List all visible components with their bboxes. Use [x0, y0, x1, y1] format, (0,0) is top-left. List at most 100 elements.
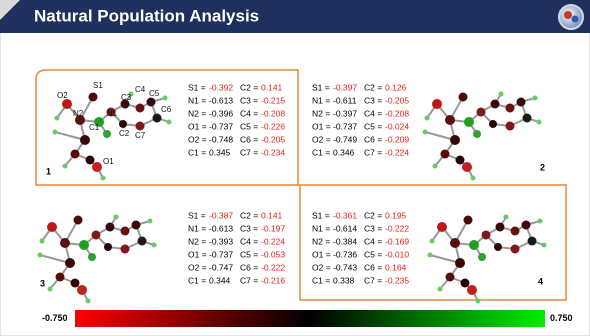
atom	[53, 130, 58, 135]
charge-label: O1 =	[188, 249, 207, 259]
logo-mark	[572, 16, 579, 23]
colorbar	[75, 310, 545, 327]
charge-label: C1 =	[188, 147, 206, 157]
atom-label: C2	[119, 129, 130, 138]
atom	[121, 227, 130, 236]
charge-value: -0.235	[385, 275, 409, 285]
atom	[425, 116, 430, 121]
atom-label: N2	[73, 109, 84, 118]
charge-label: N1 =	[188, 223, 206, 233]
charge-value: -0.361	[333, 210, 357, 220]
charge-label: C3 =	[364, 223, 382, 233]
charge-value: -0.748	[209, 134, 233, 144]
atom	[65, 258, 75, 268]
charge-value: 0.141	[261, 210, 283, 220]
charge-label: C3 =	[240, 223, 258, 233]
atom	[464, 216, 473, 225]
charge-label: S1 =	[188, 210, 206, 220]
atom	[80, 135, 90, 145]
charge-label: C4 =	[240, 236, 258, 246]
atom	[537, 120, 542, 125]
charge-label: C6 =	[364, 262, 382, 272]
charge-label: C5 =	[240, 121, 258, 131]
charge-label: C4 =	[364, 108, 382, 118]
atom	[428, 253, 433, 258]
charge-value: -0.197	[261, 223, 285, 233]
charge-value: -0.224	[385, 147, 409, 157]
charge-value: -0.010	[385, 249, 409, 259]
charge-value: -0.613	[209, 223, 233, 233]
charge-value: -0.737	[333, 121, 357, 131]
atom	[167, 120, 172, 125]
charge-value: -0.208	[261, 108, 285, 118]
atom-label: C7	[135, 131, 146, 140]
colorbar-min: -0.750	[42, 313, 68, 323]
atom	[71, 279, 80, 288]
atom-label: N1	[107, 109, 118, 118]
charge-value: 0.344	[209, 275, 231, 285]
atom	[101, 176, 106, 181]
charge-label: N2 =	[312, 236, 330, 246]
atom	[138, 237, 147, 246]
atom	[121, 245, 130, 254]
charge-label: C1 =	[312, 275, 330, 285]
charge-value: -0.384	[333, 236, 357, 246]
charge-value: -0.393	[209, 236, 233, 246]
atom	[163, 96, 168, 101]
charge-value: -0.743	[333, 262, 357, 272]
atom	[522, 221, 531, 230]
charge-label: C2 =	[364, 210, 382, 220]
charge-value: -0.613	[209, 95, 233, 105]
charge-label: O1 =	[312, 121, 331, 131]
charge-value: -0.215	[261, 95, 285, 105]
charge-label: N2 =	[188, 108, 206, 118]
title: Natural Population Analysis	[34, 6, 259, 25]
charge-value: -0.614	[333, 223, 357, 233]
charge-value: -0.205	[261, 134, 285, 144]
atom	[499, 92, 504, 97]
atom	[103, 130, 111, 138]
charge-label: C6 =	[364, 134, 382, 144]
charge-label: O2 =	[312, 134, 331, 144]
atom	[478, 253, 486, 261]
charge-label: C1 =	[188, 275, 206, 285]
atom	[437, 222, 447, 232]
atom-label: S1	[93, 81, 103, 90]
atom	[464, 117, 474, 127]
charge-value: -0.737	[209, 121, 233, 131]
charge-label: N1 =	[312, 95, 330, 105]
atom	[40, 239, 45, 244]
atom	[153, 114, 162, 123]
charge-value: 0.195	[385, 210, 407, 220]
charge-label: N2 =	[312, 108, 330, 118]
atom	[523, 114, 532, 123]
atom	[482, 231, 491, 240]
charge-value: 0.338	[333, 275, 355, 285]
atom	[88, 253, 96, 261]
atom	[56, 273, 65, 282]
charge-value: 0.164	[385, 262, 407, 272]
charge-label: C5 =	[240, 249, 258, 259]
atom	[477, 108, 486, 117]
atom	[517, 98, 526, 107]
charge-value: -0.737	[209, 249, 233, 259]
charge-value: -0.387	[209, 210, 233, 220]
atom	[433, 164, 438, 169]
charge-label: C6 =	[240, 134, 258, 144]
charge-value: -0.209	[385, 134, 409, 144]
atom-label: C4	[135, 85, 146, 94]
atom	[446, 273, 455, 282]
charge-label: C7 =	[240, 275, 258, 285]
charge-value: -0.208	[385, 108, 409, 118]
charge-label: C3 =	[240, 95, 258, 105]
atom	[63, 164, 68, 169]
charge-value: -0.397	[333, 82, 357, 92]
atom	[86, 156, 95, 165]
charge-label: C7 =	[240, 147, 258, 157]
charge-value: 0.141	[261, 82, 283, 92]
atom	[506, 104, 515, 113]
charge-label: O1 =	[312, 249, 331, 259]
atom	[441, 150, 450, 159]
atom	[423, 130, 428, 135]
atom	[136, 104, 145, 113]
